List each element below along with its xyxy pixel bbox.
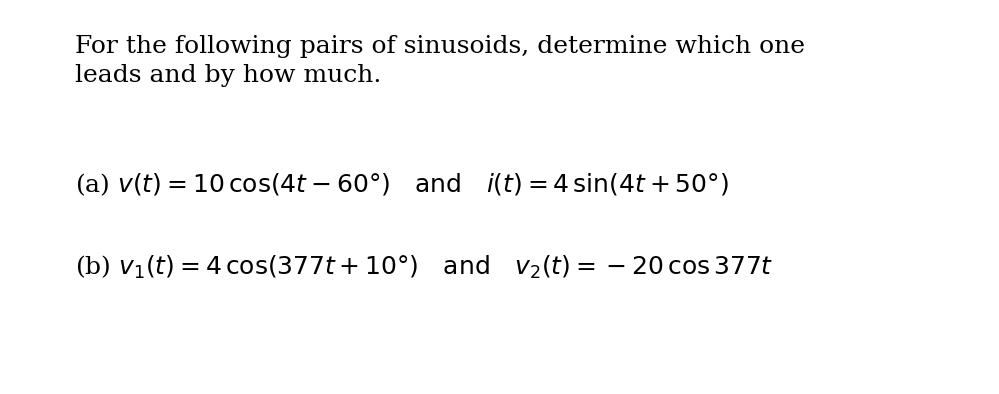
Text: (a) $v(t) = 10\,\mathrm{cos}(4t - 60\degree)\quad\mathrm{and}\quad i(t) = 4\,\ma: (a) $v(t) = 10\,\mathrm{cos}(4t - 60\deg…	[75, 171, 729, 198]
Text: For the following pairs of sinusoids, determine which one
leads and by how much.: For the following pairs of sinusoids, de…	[75, 35, 805, 87]
Text: (b) $v_1(t) = 4\,\mathrm{cos}(377t + 10\degree)\quad\mathrm{and}\quad v_2(t) = -: (b) $v_1(t) = 4\,\mathrm{cos}(377t + 10\…	[75, 254, 773, 281]
